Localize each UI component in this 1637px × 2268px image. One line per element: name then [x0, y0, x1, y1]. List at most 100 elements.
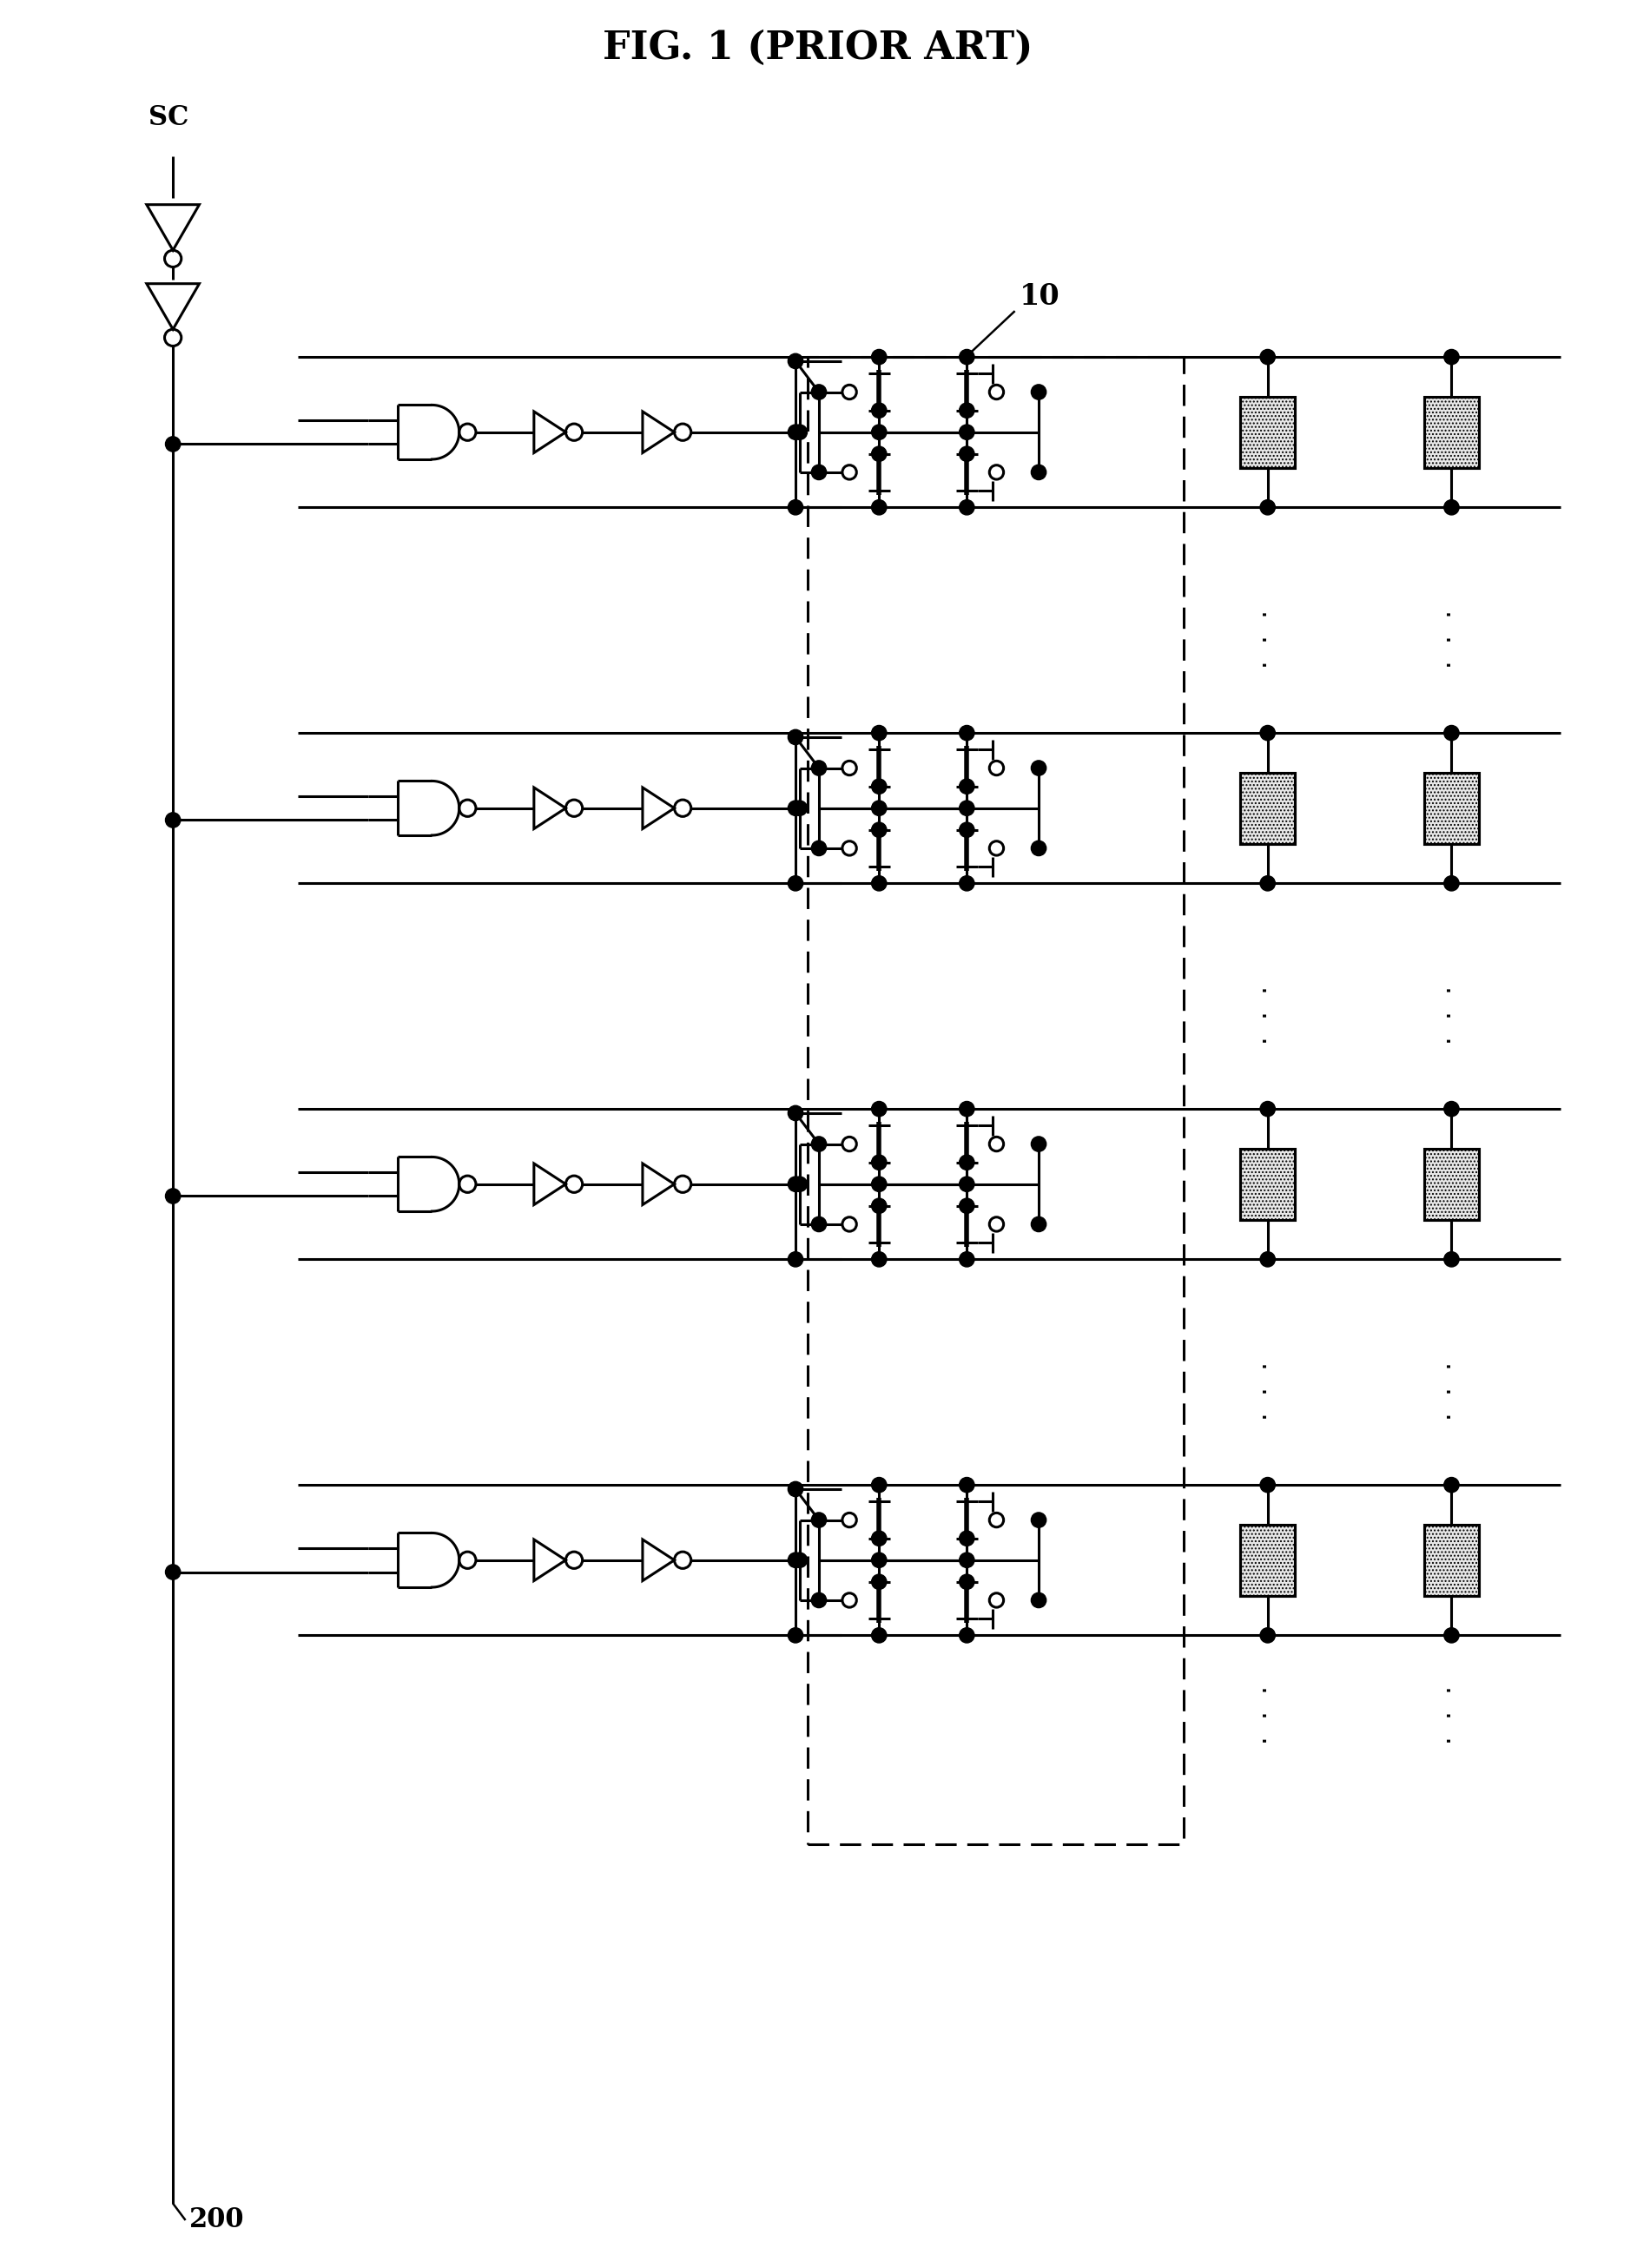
Text: ·  ·  ·: · · · — [1256, 987, 1280, 1043]
Circle shape — [812, 760, 827, 776]
Circle shape — [1031, 1513, 1046, 1529]
Bar — [1241, 773, 1295, 844]
Circle shape — [1260, 1476, 1275, 1492]
Bar — [1424, 397, 1478, 467]
Circle shape — [792, 1177, 807, 1191]
Text: FIG. 1 (PRIOR ART): FIG. 1 (PRIOR ART) — [602, 29, 1033, 66]
Circle shape — [1444, 1628, 1459, 1642]
Circle shape — [871, 349, 887, 365]
Circle shape — [871, 1198, 887, 1213]
Bar — [1424, 397, 1478, 467]
Circle shape — [1260, 499, 1275, 515]
Circle shape — [871, 499, 887, 515]
Circle shape — [792, 801, 807, 816]
Circle shape — [959, 1252, 974, 1268]
Circle shape — [1444, 875, 1459, 891]
Circle shape — [165, 1188, 180, 1204]
Text: ·  ·  ·: · · · — [1256, 1361, 1280, 1420]
Text: ·  ·  ·: · · · — [1256, 610, 1280, 669]
Circle shape — [812, 1136, 827, 1152]
Circle shape — [959, 1554, 974, 1567]
Circle shape — [959, 1198, 974, 1213]
Circle shape — [165, 435, 180, 451]
Bar — [1424, 773, 1478, 844]
Text: SC: SC — [149, 104, 188, 132]
Circle shape — [1444, 726, 1459, 739]
Circle shape — [871, 1574, 887, 1590]
Circle shape — [871, 1102, 887, 1116]
Bar — [1424, 773, 1478, 844]
Circle shape — [959, 349, 974, 365]
Circle shape — [787, 1177, 804, 1191]
Circle shape — [1444, 499, 1459, 515]
Bar — [1241, 1148, 1295, 1220]
Circle shape — [1260, 1628, 1275, 1642]
Bar — [809, 356, 1184, 1844]
Circle shape — [792, 424, 807, 440]
Circle shape — [959, 1476, 974, 1492]
Circle shape — [959, 875, 974, 891]
Circle shape — [871, 823, 887, 837]
Text: ·  ·  ·: · · · — [1439, 610, 1463, 669]
Circle shape — [787, 424, 804, 440]
Circle shape — [1031, 841, 1046, 855]
Circle shape — [812, 1513, 827, 1529]
Circle shape — [959, 1628, 974, 1642]
Circle shape — [871, 1252, 887, 1268]
Circle shape — [871, 404, 887, 417]
Text: ·  ·  ·: · · · — [1439, 1361, 1463, 1420]
Circle shape — [1444, 349, 1459, 365]
Bar — [1424, 1148, 1478, 1220]
Circle shape — [871, 1554, 887, 1567]
Circle shape — [1031, 1136, 1046, 1152]
Circle shape — [959, 1102, 974, 1116]
Circle shape — [1260, 1252, 1275, 1268]
Circle shape — [1444, 1102, 1459, 1116]
Circle shape — [959, 404, 974, 417]
Bar — [1241, 397, 1295, 467]
Circle shape — [787, 1252, 804, 1268]
Circle shape — [787, 1554, 804, 1567]
Circle shape — [787, 1628, 804, 1642]
Circle shape — [871, 1628, 887, 1642]
Circle shape — [959, 823, 974, 837]
Circle shape — [1031, 1216, 1046, 1232]
Circle shape — [959, 499, 974, 515]
Bar — [1241, 1524, 1295, 1597]
Text: ·  ·  ·: · · · — [1439, 1685, 1463, 1744]
Circle shape — [959, 726, 974, 739]
Circle shape — [1444, 1252, 1459, 1268]
Circle shape — [1031, 760, 1046, 776]
Bar — [1241, 1524, 1295, 1597]
Circle shape — [1031, 386, 1046, 399]
Circle shape — [787, 875, 804, 891]
Circle shape — [959, 1531, 974, 1547]
Circle shape — [787, 1481, 804, 1497]
Text: ·  ·  ·: · · · — [1439, 987, 1463, 1043]
Circle shape — [871, 424, 887, 440]
Bar — [1241, 773, 1295, 844]
Bar — [1424, 1524, 1478, 1597]
Text: 200: 200 — [190, 2207, 246, 2234]
Circle shape — [959, 424, 974, 440]
Circle shape — [871, 875, 887, 891]
Circle shape — [871, 447, 887, 460]
Circle shape — [812, 386, 827, 399]
Circle shape — [787, 354, 804, 370]
Bar — [1241, 1148, 1295, 1220]
Circle shape — [787, 1105, 804, 1120]
Circle shape — [1031, 1592, 1046, 1608]
Circle shape — [959, 1177, 974, 1191]
Circle shape — [812, 841, 827, 855]
Circle shape — [959, 778, 974, 794]
Circle shape — [812, 465, 827, 481]
Circle shape — [959, 801, 974, 816]
Circle shape — [871, 726, 887, 739]
Circle shape — [871, 778, 887, 794]
Text: ·  ·  ·: · · · — [1256, 1685, 1280, 1744]
Circle shape — [871, 1154, 887, 1170]
Text: 10: 10 — [1020, 281, 1059, 311]
Bar — [1424, 1148, 1478, 1220]
Circle shape — [1260, 1102, 1275, 1116]
Circle shape — [959, 1154, 974, 1170]
